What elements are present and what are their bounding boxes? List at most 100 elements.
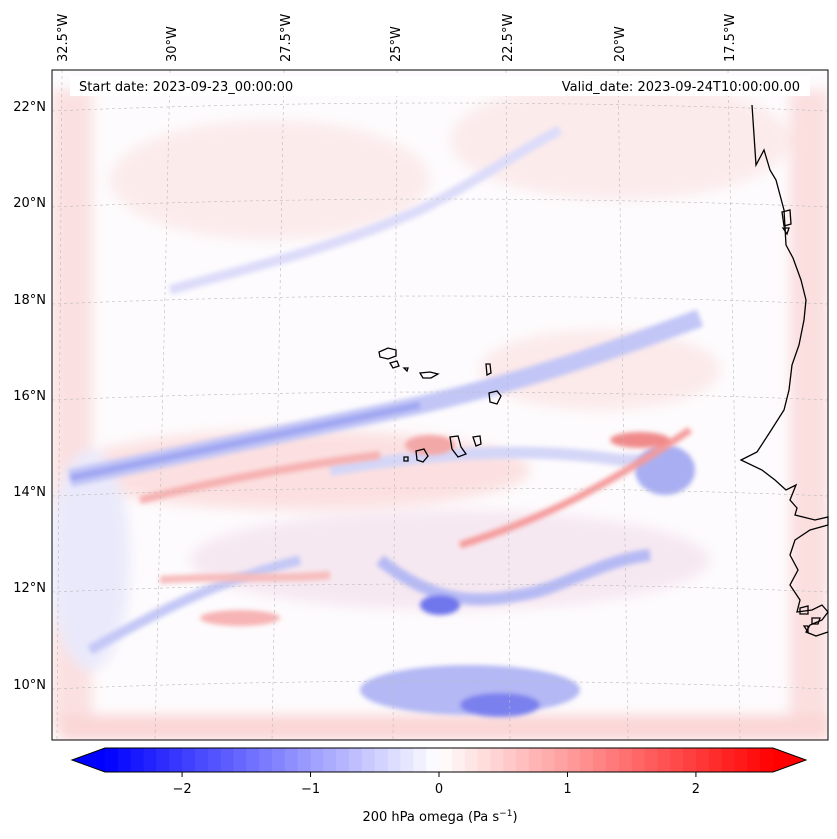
gridline-lon-30 <box>154 70 171 740</box>
colorbar-swatch <box>272 748 286 772</box>
colorbar-swatch <box>374 748 389 772</box>
colorbar-swatch <box>130 748 145 772</box>
lon-label-27-5w: 27.5°W <box>279 14 294 62</box>
lon-label-20w: 20°W <box>613 26 628 62</box>
lon-label-25w: 25°W <box>389 26 404 62</box>
gridline-lon-22-5 <box>505 70 511 740</box>
colorbar-swatch <box>117 748 132 772</box>
colorbar-swatch <box>760 748 774 772</box>
gridline-lon-27-5 <box>271 70 285 740</box>
colorbar-tick-label: −2 <box>172 782 191 797</box>
colorbar-tick-label: 2 <box>692 782 700 797</box>
cape-verde-sal <box>485 363 492 377</box>
gridline-lat-14 <box>52 487 828 497</box>
colorbar-outline <box>70 747 808 773</box>
colorbar-swatch <box>451 748 466 772</box>
banc-d-arguin-islet <box>781 209 792 227</box>
colorbar-swatch <box>528 748 543 772</box>
gridline-lon-20 <box>617 70 629 740</box>
colorbar-swatch <box>284 748 299 772</box>
colorbar-swatch <box>644 748 658 772</box>
start-date-label: Start date: 2023-09-23_00:00:00 <box>79 80 293 95</box>
colorbar-swatch <box>734 748 748 772</box>
colorbar-swatch <box>567 748 581 772</box>
gridline-lat-18 <box>52 295 828 305</box>
arguin-islet-2 <box>781 227 790 236</box>
colorbar-swatch <box>708 748 723 772</box>
lon-label-22-5w: 22.5°W <box>501 14 516 62</box>
colorbar-tick-label: −1 <box>301 782 320 797</box>
gridline-lon-32-5 <box>56 70 63 740</box>
colorbar-tick-label: 0 <box>435 782 443 797</box>
colorbar-swatch <box>169 748 183 772</box>
longitude-labels: 32.5°W 30°W 27.5°W 25°W 22.5°W 20°W 17.5… <box>56 14 738 62</box>
map-frame <box>51 69 829 741</box>
colorbar-swatch <box>670 748 684 772</box>
colorbar-swatch <box>631 748 646 772</box>
colorbar-swatch <box>220 748 234 772</box>
cape-verde-maio <box>472 435 482 447</box>
colorbar-swatch <box>156 748 170 772</box>
colorbar-swatch <box>657 748 671 772</box>
colorbar-swatch <box>323 748 337 772</box>
colorbar-swatch <box>233 748 247 772</box>
lat-label-12n: 12°N <box>13 581 46 596</box>
colorbar-swatch <box>182 748 196 772</box>
colorbar-swatch <box>207 748 222 772</box>
cape-verde-sao-nicolau <box>418 371 440 379</box>
colorbar-swatch <box>477 748 491 772</box>
colorbar-swatch <box>490 748 504 772</box>
colorbar-swatch <box>361 748 376 772</box>
valid-date-label: Valid_date: 2023-09-24T10:00:00.00 <box>562 80 800 95</box>
lat-label-14n: 14°N <box>13 485 46 500</box>
gridline-lat-22 <box>52 102 828 112</box>
lat-label-10n: 10°N <box>13 678 46 693</box>
lon-label-32-5w: 32.5°W <box>56 14 71 62</box>
lon-label-17-5w: 17.5°W <box>723 14 738 62</box>
gridline-lat-20 <box>52 198 828 208</box>
colorbar-swatch <box>747 748 761 772</box>
cape-verde-fogo <box>415 448 429 463</box>
cape-verde-santo-antao <box>378 347 397 360</box>
colorbar-label-exponent: −1 <box>499 809 512 819</box>
colorbar-swatch <box>387 748 401 772</box>
colorbar-ticks: −2 −1 0 1 2 <box>172 772 700 797</box>
cape-verde-boa-vista <box>488 390 502 405</box>
gridline-lat-10 <box>52 680 828 690</box>
lat-label-20n: 20°N <box>13 196 46 211</box>
colorbar-swatch <box>310 748 324 772</box>
colorbar-swatch <box>413 748 427 772</box>
colorbar-swatch <box>143 748 157 772</box>
colorbar-swatch <box>439 748 453 772</box>
latitude-labels: 22°N 20°N 18°N 16°N 14°N 12°N 10°N <box>13 100 46 693</box>
colorbar-swatch <box>336 748 350 772</box>
lat-label-16n: 16°N <box>13 389 46 404</box>
gridlines <box>52 70 828 740</box>
cape-verde-santa-luzia <box>402 367 409 373</box>
bijagos-islands <box>799 605 821 635</box>
colorbar-swatch <box>503 748 517 772</box>
colorbar-label: 200 hPa omega (Pa s−1) <box>362 809 517 825</box>
colorbar-high-extend <box>773 748 806 772</box>
colorbar-swatch <box>105 748 119 772</box>
colorbar-swatch <box>516 748 530 772</box>
lon-label-30w: 30°W <box>165 26 180 62</box>
colorbar-swatch <box>400 748 414 772</box>
colorbar-swatch <box>618 748 633 772</box>
colorbar-swatch <box>259 748 273 772</box>
gridline-lon-17-5 <box>727 70 741 740</box>
colorbar-swatch <box>593 748 607 772</box>
colorbar-swatch <box>580 748 594 772</box>
colorbar-swatch <box>297 748 312 772</box>
gridline-lat-12 <box>52 583 828 593</box>
cape-verde-sao-vicente <box>389 360 400 369</box>
cape-verde-santiago <box>449 435 468 458</box>
header-band <box>70 76 810 96</box>
colorbar-low-extend <box>72 748 105 772</box>
colorbar-swatch <box>541 748 556 772</box>
colorbar-swatch <box>721 748 735 772</box>
lat-label-22n: 22°N <box>13 100 46 115</box>
colorbar-swatch <box>349 748 363 772</box>
gridline-lon-25 <box>392 70 398 740</box>
